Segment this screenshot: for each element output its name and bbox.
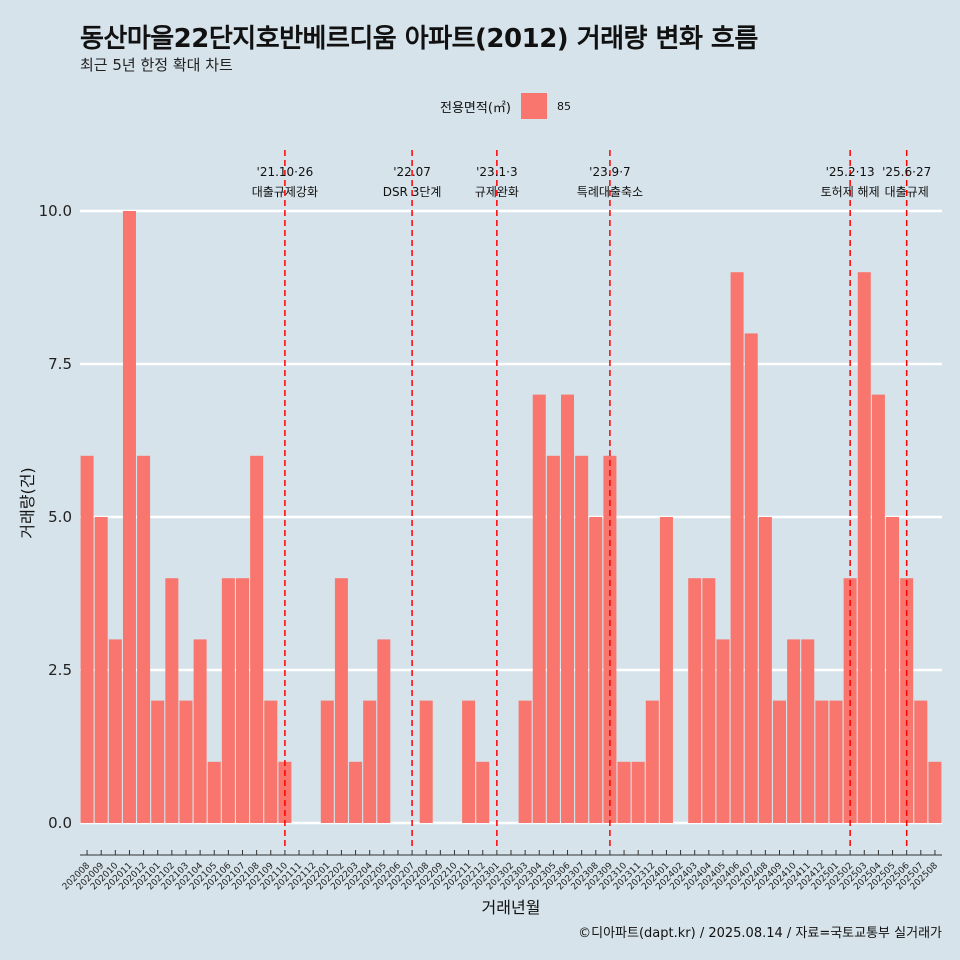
y-tick-label: 10.0 (39, 202, 72, 220)
bar (108, 639, 122, 823)
bar (462, 700, 476, 823)
bar (334, 578, 348, 823)
bar (716, 639, 730, 823)
bar (589, 517, 603, 823)
bar (349, 761, 363, 823)
bar (744, 333, 758, 823)
bar (518, 700, 532, 823)
bar (179, 700, 193, 823)
bar (532, 394, 546, 823)
bar (94, 517, 108, 823)
event-label: 토허제 해제 (821, 185, 880, 199)
bar (631, 761, 645, 823)
event-date-label: '22.07 (393, 165, 431, 179)
bar (886, 517, 900, 823)
bar (857, 272, 871, 823)
bar (829, 700, 843, 823)
event-date-label: '25.2·13 (826, 165, 875, 179)
legend-swatch (520, 93, 547, 119)
bar (702, 578, 716, 823)
bar (730, 272, 744, 823)
event-label: 특례대출축소 (577, 185, 643, 199)
event-label: 규제완화 (475, 185, 519, 199)
event-date-label: '23.1·3 (476, 165, 517, 179)
legend: 전용면적(㎡) 85 (440, 93, 571, 119)
bar (193, 639, 207, 823)
bar (801, 639, 815, 823)
y-tick-label: 2.5 (48, 661, 72, 679)
legend-label: 85 (556, 99, 571, 113)
bar (419, 700, 433, 823)
bar (871, 394, 885, 823)
event-date-label: '23.9·7 (589, 165, 630, 179)
bar (250, 455, 264, 823)
event-date-label: '21.10·26 (257, 165, 314, 179)
bar (137, 455, 151, 823)
bar (207, 761, 221, 823)
event-label: 대출규제 (885, 185, 929, 199)
chart-subtitle: 최근 5년 한정 확대 차트 (80, 56, 233, 74)
source-caption: ©디아파트(dapt.kr) / 2025.08.14 / 자료=국토교통부 실… (578, 926, 942, 941)
bar (264, 700, 278, 823)
y-axis-title: 거래량(건) (18, 467, 37, 538)
bar (603, 455, 617, 823)
bar (561, 394, 575, 823)
bar (688, 578, 702, 823)
bar (80, 455, 94, 823)
bar (221, 578, 235, 823)
bar (787, 639, 801, 823)
y-tick-label: 0.0 (48, 814, 72, 832)
bar (758, 517, 772, 823)
bar (575, 455, 589, 823)
bar (928, 761, 942, 823)
bar (617, 761, 631, 823)
legend-title: 전용면적(㎡) (440, 100, 511, 116)
bar (377, 639, 391, 823)
x-axis-title: 거래년월 (482, 898, 541, 917)
bar (546, 455, 560, 823)
event-date-label: '25.6·27 (882, 165, 931, 179)
bar (363, 700, 377, 823)
bar (165, 578, 179, 823)
bar (122, 211, 136, 823)
y-tick-label: 5.0 (48, 508, 72, 526)
bar (320, 700, 334, 823)
bar (151, 700, 165, 823)
bar (772, 700, 786, 823)
bar (815, 700, 829, 823)
bar (659, 517, 673, 823)
event-label: 대출규제강화 (252, 185, 318, 199)
y-tick-label: 7.5 (48, 355, 72, 373)
bar (914, 700, 928, 823)
chart-title: 동산마을22단지호반베르디움 아파트(2012) 거래량 변화 흐름 (80, 24, 758, 54)
bar (476, 761, 490, 823)
event-label: DSR 3단계 (383, 185, 442, 199)
bar (236, 578, 250, 823)
bar (645, 700, 659, 823)
